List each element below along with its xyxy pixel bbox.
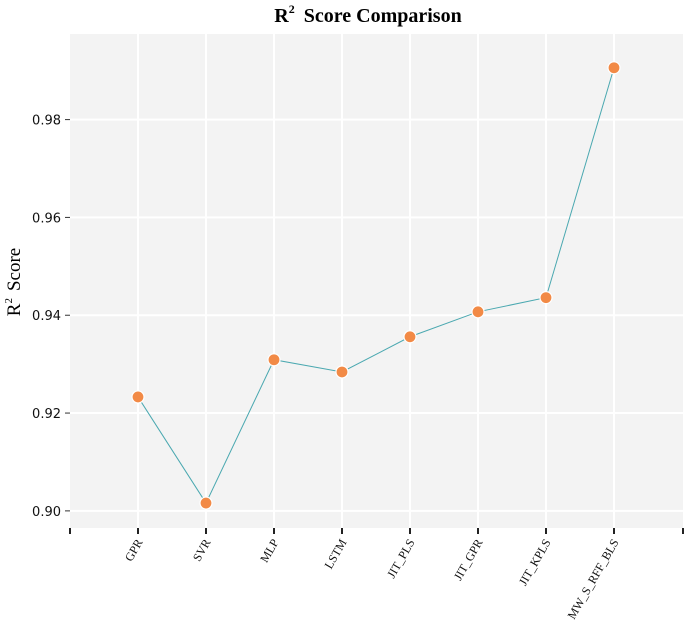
- axes: [65, 119, 684, 534]
- x-tick-label: JIT_GPR: [451, 537, 486, 583]
- data-point: [131, 390, 145, 404]
- y-axis-label-sup: 2: [3, 298, 15, 304]
- y-tick-label: 0.96: [32, 211, 61, 226]
- data-series: [131, 61, 621, 510]
- data-point: [471, 305, 485, 319]
- chart-title-rest: Score Comparison: [304, 5, 462, 27]
- y-tick-label: 0.90: [32, 505, 61, 520]
- series-line: [137, 67, 615, 505]
- data-point: [267, 353, 281, 367]
- grid-lines: [70, 34, 683, 528]
- data-point: [335, 365, 349, 379]
- data-point: [539, 291, 553, 305]
- chart-title-sup: 2: [289, 2, 295, 16]
- x-tick-label: JIT_PLS: [384, 537, 417, 581]
- x-tick-label: MLP: [257, 536, 282, 565]
- chart-title: R2 Score Comparison: [274, 2, 461, 27]
- x-tick-label: MW_S_RFF_BLS: [564, 537, 621, 622]
- data-point: [403, 330, 417, 344]
- plot-panel: [70, 34, 683, 528]
- data-point: [199, 496, 213, 510]
- y-tick-label: 0.98: [32, 114, 61, 129]
- x-tick-label: JIT_KPLS: [516, 537, 554, 588]
- y-axis-label-rest: Score: [4, 248, 25, 291]
- x-tick-label: GPR: [122, 537, 146, 564]
- y-tick-label: 0.94: [32, 309, 61, 324]
- x-tick-label: LSTM: [321, 536, 349, 571]
- chart-title-main: R: [274, 5, 289, 27]
- data-point: [607, 61, 621, 75]
- y-axis-label-main: R: [4, 303, 25, 316]
- y-tick-label: 0.92: [32, 407, 61, 422]
- y-axis-label: R2 Score: [3, 248, 25, 316]
- x-tick-label: SVR: [190, 537, 214, 564]
